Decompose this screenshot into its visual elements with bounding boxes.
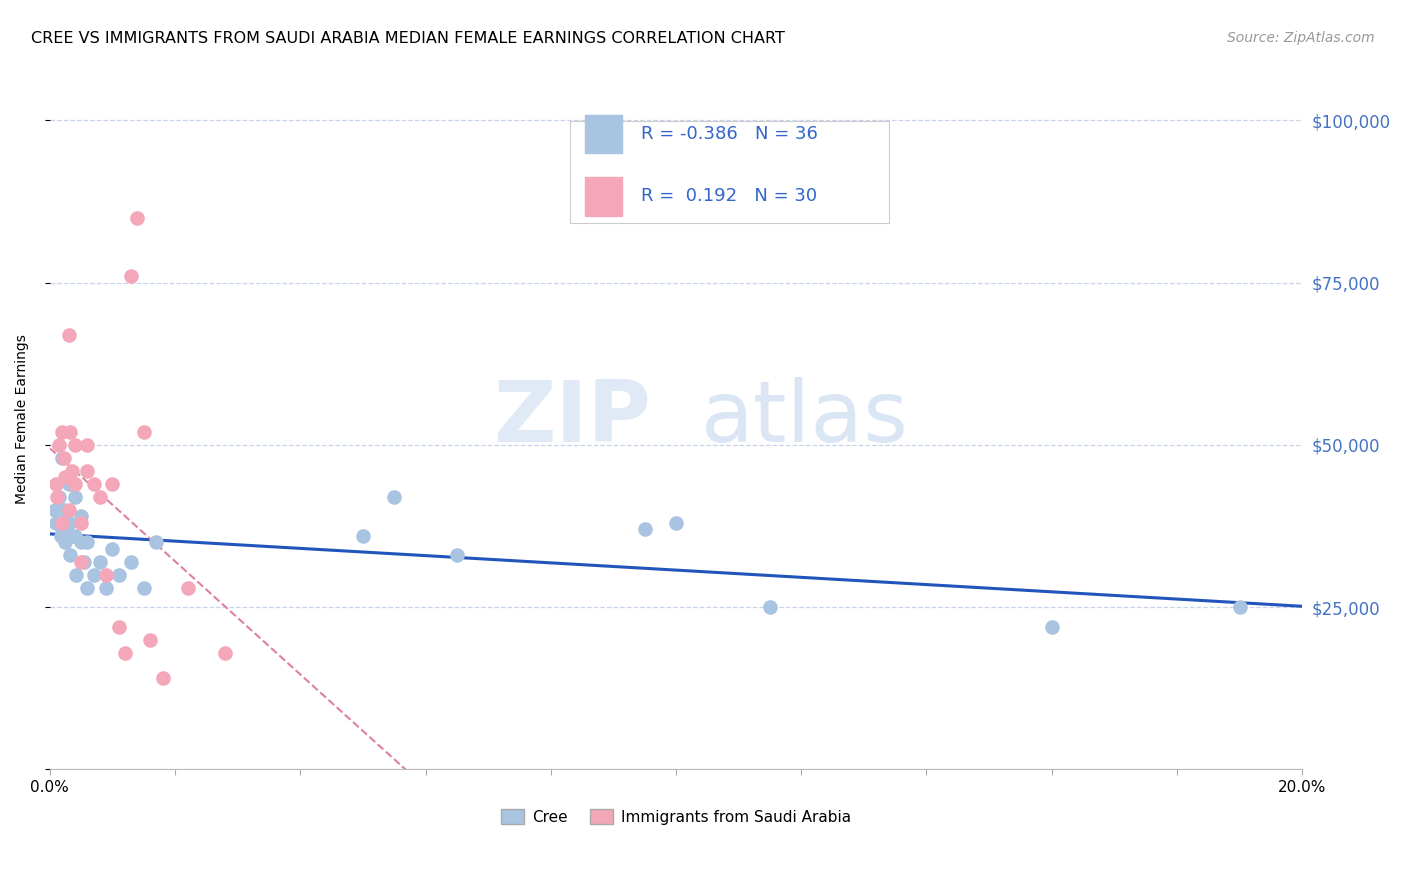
Point [51, 522, 73, 536]
Point [58, 516, 80, 530]
Point [45, 516, 67, 530]
Point [76, 438, 98, 452]
Point [48, 438, 70, 452]
Point [70, 509, 93, 524]
Point [70, 516, 93, 530]
FancyBboxPatch shape [585, 178, 621, 216]
Point [70, 535, 93, 549]
Point [145, 535, 167, 549]
Point [59, 425, 82, 439]
Point [382, 490, 405, 504]
Point [70, 555, 93, 569]
FancyBboxPatch shape [585, 115, 621, 153]
Point [89, 490, 111, 504]
Point [58, 476, 80, 491]
Point [634, 522, 657, 536]
Point [59, 548, 82, 562]
Point [58, 327, 80, 342]
Point [51, 425, 73, 439]
Point [60, 464, 83, 478]
Point [73, 555, 96, 569]
Point [83, 476, 105, 491]
Text: R =  0.192   N = 30: R = 0.192 N = 30 [641, 187, 817, 205]
Point [89, 555, 111, 569]
Point [120, 269, 142, 284]
Text: Source: ZipAtlas.com: Source: ZipAtlas.com [1227, 31, 1375, 45]
Point [76, 535, 98, 549]
Point [46, 490, 69, 504]
Point [176, 581, 198, 595]
Text: atlas: atlas [702, 377, 910, 460]
Point [665, 516, 688, 530]
Point [63, 476, 86, 491]
Point [107, 567, 129, 582]
Point [76, 464, 98, 478]
Point [49, 529, 72, 543]
Point [55, 535, 77, 549]
Point [107, 619, 129, 633]
Point [1040, 619, 1063, 633]
Point [446, 548, 468, 562]
Point [60, 529, 83, 543]
Point [76, 581, 98, 595]
Point [352, 529, 374, 543]
Point [101, 541, 124, 556]
Point [96, 567, 118, 582]
Point [132, 581, 155, 595]
Point [51, 450, 73, 465]
Text: R = -0.386   N = 36: R = -0.386 N = 36 [641, 125, 818, 143]
Point [759, 600, 782, 615]
Point [58, 502, 80, 516]
Point [51, 516, 73, 530]
Text: CREE VS IMMIGRANTS FROM SAUDI ARABIA MEDIAN FEMALE EARNINGS CORRELATION CHART: CREE VS IMMIGRANTS FROM SAUDI ARABIA MED… [31, 31, 785, 46]
Point [152, 672, 174, 686]
Point [120, 555, 142, 569]
Point [44, 502, 66, 516]
FancyBboxPatch shape [569, 121, 889, 223]
Point [132, 425, 155, 439]
Point [214, 646, 236, 660]
Point [55, 470, 77, 484]
Point [96, 581, 118, 595]
Point [45, 476, 67, 491]
Point [63, 529, 86, 543]
Point [52, 450, 75, 465]
Point [48, 490, 70, 504]
Point [65, 567, 87, 582]
Point [83, 567, 105, 582]
Point [52, 502, 75, 516]
Point [101, 476, 124, 491]
Text: ZIP: ZIP [494, 377, 651, 460]
Point [63, 490, 86, 504]
Point [127, 211, 149, 225]
Point [114, 646, 136, 660]
Point [63, 438, 86, 452]
Legend: Cree, Immigrants from Saudi Arabia: Cree, Immigrants from Saudi Arabia [501, 809, 851, 825]
Point [139, 632, 162, 647]
Y-axis label: Median Female Earnings: Median Female Earnings [15, 334, 30, 504]
Point [1229, 600, 1251, 615]
